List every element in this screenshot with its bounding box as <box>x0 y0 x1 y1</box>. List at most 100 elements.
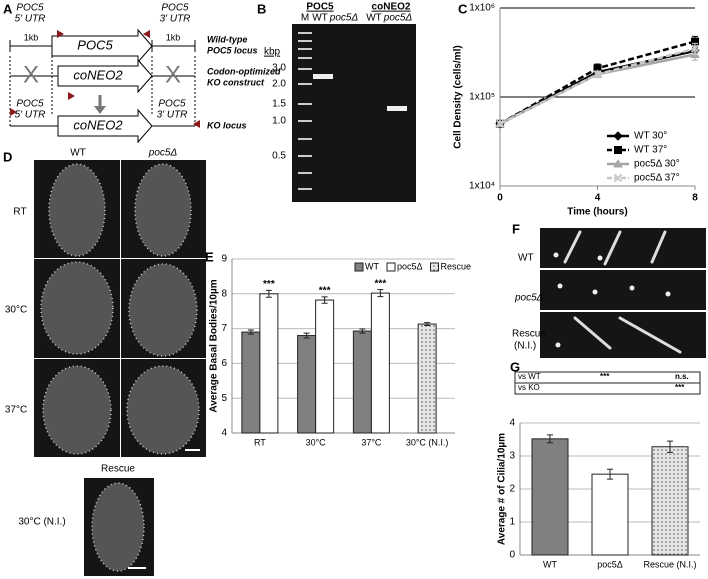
legend-marker <box>613 173 623 183</box>
legend-label: WT <box>365 261 379 271</box>
error-bar <box>607 468 613 480</box>
error-bar <box>377 289 384 298</box>
row-label: (N.I.) <box>514 341 536 352</box>
y-tick-label: 1x10⁴ <box>469 181 495 192</box>
bar <box>352 330 372 434</box>
bar <box>417 323 437 434</box>
row-label: poc5Δ <box>514 293 544 304</box>
y-tick-label: 5 <box>221 393 227 404</box>
y-tick-label: 8 <box>221 288 227 299</box>
diagram-label: POC5 locus <box>207 45 258 55</box>
legend-label: poc5Δ 37° <box>634 173 680 184</box>
y-tick-label: 6 <box>221 358 227 369</box>
diagram-label: 1kb <box>24 32 39 42</box>
error-bar <box>424 322 431 326</box>
lane-label: poc5Δ <box>383 13 413 24</box>
legend-marker <box>614 146 622 154</box>
y-axis-title: Cell Density (cells/ml) <box>453 45 464 148</box>
diagram-label: KO locus <box>207 120 247 130</box>
series-line <box>499 40 696 125</box>
y-axis-title: Average Basal Bodies/10µm <box>209 279 220 412</box>
diagram-label: Wild-type <box>207 34 247 44</box>
legend-marker <box>613 131 623 141</box>
legend-label: poc5Δ 30° <box>634 159 680 170</box>
column-label: poc5Δ <box>148 148 178 159</box>
bar <box>259 293 279 434</box>
diagram-label: X <box>23 61 39 88</box>
significance: *** <box>319 286 331 297</box>
ladder-label: 1.0 <box>272 116 286 127</box>
table-cell: vs KO <box>518 383 540 392</box>
panel-label: C <box>458 1 468 16</box>
legend-marker <box>613 158 623 168</box>
legend-label: WT 30° <box>634 131 667 142</box>
ladder-label: 1.5 <box>272 99 286 110</box>
legend-label: WT 37° <box>634 145 667 156</box>
legend-label: Rescue <box>441 261 472 271</box>
micrographs <box>34 160 206 576</box>
legend-swatch <box>354 262 364 272</box>
panel-label: E <box>205 249 214 264</box>
diagram-label: X <box>165 61 181 88</box>
x-tick-label: 8 <box>692 193 698 204</box>
marker <box>690 44 700 53</box>
bar <box>651 446 689 556</box>
error-bar <box>265 289 272 298</box>
table-cell: *** <box>600 372 610 381</box>
bar <box>531 438 569 556</box>
table-cell: n.s. <box>675 372 689 381</box>
panel-label: B <box>257 1 266 16</box>
row-label: Rescue <box>101 464 135 475</box>
diagram-label: Codon-optimized <box>207 66 281 76</box>
bar <box>591 473 629 556</box>
row-label: 37°C <box>5 405 27 416</box>
lane-label: poc5Δ <box>329 13 359 24</box>
y-tick-label: 1x10⁵ <box>469 92 495 103</box>
bar <box>315 299 335 434</box>
error-bar <box>247 329 254 335</box>
row-label: 30°C (N.I.) <box>18 517 65 528</box>
x-axis-title: Time (hours) <box>567 207 627 218</box>
y-tick-label: 3 <box>509 451 515 462</box>
diagram-label: 5' UTR <box>15 110 46 121</box>
error-bar <box>321 296 328 304</box>
x-tick-label: 4 <box>595 193 601 204</box>
construct-diagram <box>9 28 200 144</box>
panel-label: D <box>3 149 12 164</box>
row-label: WT <box>518 253 534 264</box>
bar <box>241 331 261 434</box>
error-bar <box>547 434 553 444</box>
y-tick-label: 9 <box>221 254 227 265</box>
panel-label: A <box>3 1 13 16</box>
column-label: WT <box>70 148 86 159</box>
significance: *** <box>375 278 387 289</box>
x-tick-label: WT <box>543 559 557 569</box>
row-label: RT <box>13 207 26 218</box>
ladder-label: 2.0 <box>272 79 286 90</box>
diagram-label: 3' UTR <box>160 14 191 25</box>
x-tick-label: 0 <box>497 193 503 204</box>
panel-label: G <box>510 359 520 374</box>
unit-label: kbp <box>264 47 281 58</box>
x-tick-label: Rescue (N.I.) <box>643 559 696 569</box>
lane-label: WT <box>312 13 328 24</box>
error-bar <box>359 328 366 334</box>
x-tick-label: RT <box>254 437 266 447</box>
row-label: 30°C <box>5 305 27 316</box>
diagram-label: 1kb <box>166 32 181 42</box>
error-bar <box>667 440 673 453</box>
y-tick-label: 7 <box>221 323 227 334</box>
x-tick-label: 30°C (N.I.) <box>406 437 449 447</box>
table-cell: *** <box>675 383 685 392</box>
ladder-label: 3.0 <box>272 63 286 74</box>
diagram-label: 3' UTR <box>157 110 188 121</box>
legend-swatch <box>386 262 396 272</box>
marker <box>495 119 505 128</box>
x-tick-label: 37°C <box>361 437 382 447</box>
diagram-label: POC5 <box>161 3 189 14</box>
y-tick-label: 1 <box>509 517 515 528</box>
diagram-label: POC5 <box>16 3 44 14</box>
table-cell: vs WT <box>518 372 541 381</box>
y-tick-label: 0 <box>509 550 515 561</box>
bar <box>297 335 317 434</box>
